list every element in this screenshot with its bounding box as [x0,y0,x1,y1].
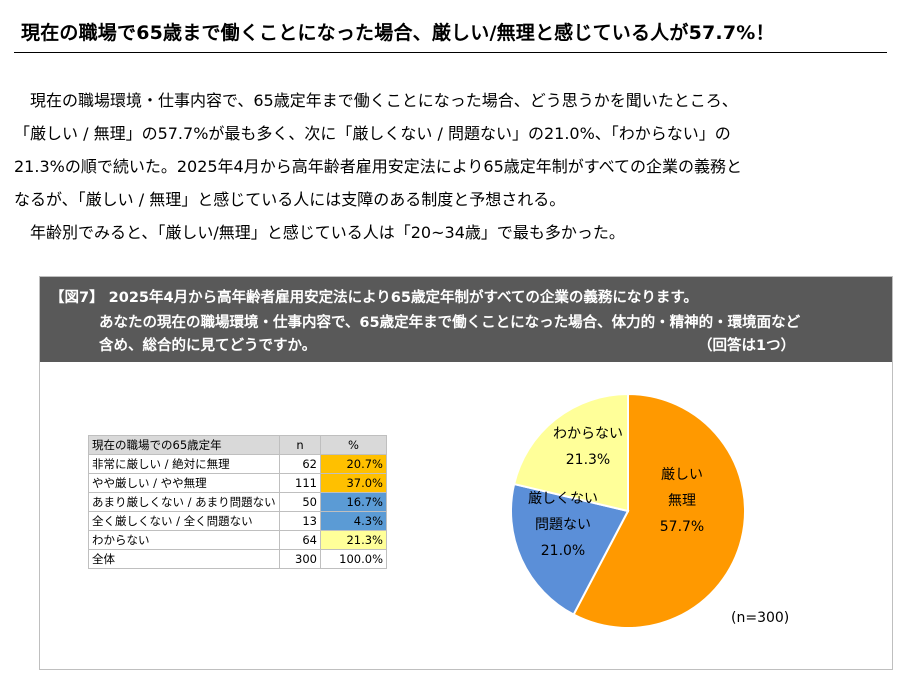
sample-size-label: (n=300) [731,610,790,626]
row-percent: 21.3% [320,530,387,550]
figure-header-line: 【図7】 2025年4月から高年齢者雇用安定法により65歳定年制がすべての企業の… [50,290,698,306]
paragraph-line: 現在の職場環境・仕事内容で、65歳定年まで働くことになった場合、どう思うかを聞い… [14,91,738,110]
paragraph-line: 「厳しい / 無理」の57.7%が最も多く、次に「厳しくない / 問題ない」の2… [14,124,731,143]
row-label: あまり厳しくない / あまり問題ない [88,492,280,512]
paragraph-line: なるが、「厳しい / 無理」と感じている人には支障のある制度と予想される。 [14,190,566,209]
paragraph-line: 年齢別でみると、「厳しい/無理」と感じている人は「20~34歳」で最も多かった。 [14,223,625,242]
pie-slice [572,392,746,629]
row-percent: 20.7% [320,454,387,474]
table-header-cell: n [279,435,321,455]
pie-slice-label: 問題ない [535,517,591,533]
pie-slice [512,392,629,513]
row-count: 13 [279,511,321,531]
pie-slice-label: 21.3% [566,452,610,468]
pie-slice-label: 21.0% [541,543,585,559]
paragraph-line: 21.3%の順で続いた。2025年4月から高年齢者雇用安定法により65歳定年制が… [14,157,743,176]
figure-header-line: あなたの現在の職場環境・仕事内容で、65歳定年まで働くことになった場合、体力的・… [99,315,801,331]
figure-header-line: 含め、総合的に見てどうですか。 [99,338,317,354]
data-table: 現在の職場での65歳定年 n % 非常に厳しい / 絶対に無理 62 20.7%… [88,435,387,569]
pie-slice-label: 厳しい [661,467,703,483]
table-total-row: 全体 300 100.0% [88,549,387,569]
figure-header-note: （回答は1つ） [698,338,796,354]
total-percent: 100.0% [320,549,387,569]
row-label: やや厳しい / やや無理 [88,473,280,493]
page-title: 現在の職場で65歳まで働くことになった場合、厳しい/無理と感じている人が57.7… [21,22,775,44]
pie-slice-label: 無理 [668,493,696,509]
total-count: 300 [279,549,321,569]
row-label: 全く厳しくない / 全く問題ない [88,511,280,531]
figure-panel: 【図7】 2025年4月から高年齢者雇用安定法により65歳定年制がすべての企業の… [39,276,893,670]
table-row: やや厳しい / やや無理 111 37.0% [88,473,387,493]
pie-slice-label: わからない [553,426,623,442]
table-header-cell: % [320,435,387,455]
pie-slice-label: 厳しくない [528,491,598,507]
table-row: 非常に厳しい / 絶対に無理 62 20.7% [88,454,387,474]
row-percent: 16.7% [320,492,387,512]
table-row: 全く厳しくない / 全く問題ない 13 4.3% [88,511,387,531]
pie-slice [510,482,630,616]
pie-slice-label: 57.7% [660,519,704,535]
row-label: 非常に厳しい / 絶対に無理 [88,454,280,474]
table-header-row: 現在の職場での65歳定年 n % [88,435,387,455]
table-row: あまり厳しくない / あまり問題ない 50 16.7% [88,492,387,512]
title-divider [14,52,887,53]
figure-header: 【図7】 2025年4月から高年齢者雇用安定法により65歳定年制がすべての企業の… [40,277,892,362]
summary-paragraph: 現在の職場環境・仕事内容で、65歳定年まで働くことになった場合、どう思うかを聞い… [14,84,890,249]
row-percent: 4.3% [320,511,387,531]
table-header-cell: 現在の職場での65歳定年 [88,435,280,455]
